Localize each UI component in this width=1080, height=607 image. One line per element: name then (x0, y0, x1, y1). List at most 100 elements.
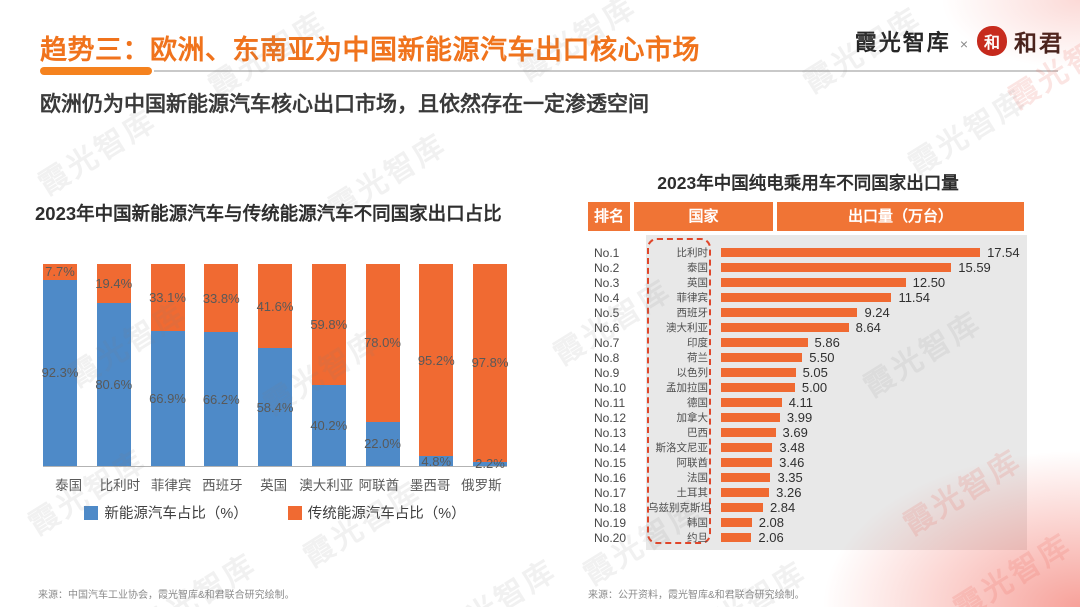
stacked-bar: 33.1% 66.9% (149, 264, 186, 466)
x-axis-label: 比利时 (99, 478, 141, 493)
country-label: 荷兰 (687, 352, 708, 364)
country-label: 以色列 (676, 367, 709, 379)
segment-value-label: 78.0% (364, 335, 401, 351)
country-label: 比利时 (676, 247, 709, 259)
export-volume-bar (721, 278, 906, 287)
export-volume-value: 2.08 (758, 515, 785, 530)
traditional-segment: 97.8% (472, 264, 508, 462)
traditional-segment: 33.8% (203, 264, 240, 333)
ranking-row: No.4 菲律宾 11.54 (594, 290, 1029, 305)
country-highlight-box (647, 238, 711, 544)
ranking-row: No.16 法国 3.35 (594, 470, 1029, 485)
hejun-wordmark: 和君 (1014, 30, 1064, 56)
country-label: 澳大利亚 (666, 322, 708, 334)
export-volume-value: 2.84 (769, 500, 796, 515)
segment-value-label: 66.9% (149, 390, 186, 406)
legend-swatch-icon (287, 505, 302, 520)
export-volume-bar (721, 293, 892, 302)
legend-label: 传统能源汽车占比（%） (307, 506, 466, 522)
x-axis-label: 俄罗斯 (461, 478, 502, 493)
country-label: 土耳其 (676, 487, 709, 499)
traditional-segment: 78.0% (364, 264, 401, 422)
rank-label: No.3 (594, 275, 620, 290)
ranking-row: No.3 英国 12.50 (594, 275, 1029, 290)
rank-label: No.2 (594, 260, 620, 275)
export-volume-value: 5.05 (802, 365, 828, 380)
ranking-row: No.20 约旦 2.06 (594, 530, 1029, 545)
nev-segment: 80.6% (95, 303, 133, 466)
legend-swatch-icon (84, 505, 99, 520)
ranking-row: No.7 印度 5.86 (594, 335, 1029, 350)
segment-value-label: 4.8% (421, 453, 452, 469)
export-volume-bar (721, 488, 770, 497)
divider-accent (40, 67, 152, 75)
ranking-row: No.11 德国 4.11 (594, 395, 1029, 410)
country-label: 韩国 (687, 517, 708, 529)
rank-label: No.10 (594, 380, 627, 395)
stacked-bar: 41.6% 58.4% (256, 264, 294, 466)
ranking-row: No.9 以色列 5.05 (594, 365, 1029, 380)
column-header-country: 国家 (634, 202, 773, 231)
nev-segment: 4.8% (419, 453, 454, 469)
export-volume-value: 3.48 (779, 440, 805, 455)
export-volume-bar (721, 263, 952, 272)
rank-label: No.8 (594, 350, 620, 365)
export-volume-value: 11.54 (898, 290, 931, 305)
column-header-rank: 排名 (588, 202, 630, 231)
ranking-row: No.15 阿联酋 3.46 (594, 455, 1029, 470)
segment-value-label: 66.2% (202, 391, 240, 407)
ranking-row: No.13 巴西 3.69 (594, 425, 1029, 440)
rank-label: No.4 (594, 290, 620, 305)
segment-value-label: 33.1% (149, 289, 186, 305)
export-volume-value: 2.06 (758, 530, 784, 545)
traditional-segment: 95.2% (417, 264, 455, 457)
ranking-row: No.2 泰国 15.59 (594, 260, 1029, 275)
country-label: 斯洛文尼亚 (655, 442, 709, 454)
table-header: 排名 国家 出口量（万台） (588, 202, 1024, 231)
export-volume-bar (721, 473, 771, 482)
ranking-row: No.6 澳大利亚 8.64 (594, 320, 1029, 335)
nev-segment: 2.2% (473, 457, 507, 470)
export-volume-value: 3.26 (776, 485, 802, 500)
ranking-row: No.8 荷兰 5.50 (594, 350, 1029, 365)
segment-value-label: 2.2% (475, 456, 505, 472)
stacked-bar-chart: 2023年中国新能源汽车与传统能源汽车不同国家出口占比 7.7% 92.3% 19.… (35, 200, 517, 540)
watermark-text: 霞光智库 (433, 554, 563, 607)
country-label: 加拿大 (676, 412, 709, 424)
segment-value-label: 22.0% (364, 436, 401, 452)
country-label: 乌兹别克斯坦 (648, 502, 711, 514)
export-volume-value: 5.50 (809, 350, 835, 365)
export-volume-value: 12.50 (912, 275, 946, 290)
rank-label: No.20 (594, 530, 627, 545)
x-axis-label: 英国 (260, 478, 288, 493)
source-note-left: 来源：中国汽车工业协会，霞光智库&和君联合研究绘制。 (38, 590, 295, 601)
stacked-bar: 19.4% 80.6% (95, 264, 133, 466)
traditional-segment: 33.1% (149, 264, 186, 331)
nev-segment: 92.3% (42, 279, 78, 466)
export-volume-value: 15.59 (958, 260, 991, 275)
segment-value-label: 80.6% (95, 377, 133, 393)
stacked-bar: 97.8% 2.2% (472, 264, 508, 470)
export-volume-value: 17.54 (987, 245, 1020, 260)
segment-value-label: 95.2% (417, 352, 455, 368)
traditional-segment: 59.8% (310, 264, 347, 385)
segment-value-label: 58.4% (256, 399, 294, 415)
ranking-row: No.1 比利时 17.54 (594, 245, 1029, 260)
export-volume-bar (721, 443, 773, 452)
left-chart-legend: 新能源汽车占比（%） 传统能源汽车占比（%） (35, 502, 515, 523)
brand-logo: 霞光智库 × 和 和君 (855, 24, 1064, 58)
page-title: 趋势三：欧洲、东南亚为中国新能源汽车出口核心市场 (40, 35, 700, 65)
export-volume-bar (721, 248, 981, 257)
country-label: 英国 (687, 277, 708, 289)
export-volume-value: 3.46 (779, 455, 805, 470)
rank-label: No.9 (594, 365, 620, 380)
legend-item: 新能源汽车占比（%） (84, 502, 248, 523)
right-chart-title: 2023年中国纯电乘用车不同国家出口量 (657, 173, 959, 193)
ranking-row: No.10 孟加拉国 5.00 (594, 380, 1029, 395)
hejun-seal-icon: 和 (977, 26, 1007, 56)
export-volume-value: 9.24 (864, 305, 890, 320)
export-volume-value: 3.69 (782, 425, 808, 440)
header-divider (40, 67, 1058, 75)
rank-label: No.14 (594, 440, 627, 455)
